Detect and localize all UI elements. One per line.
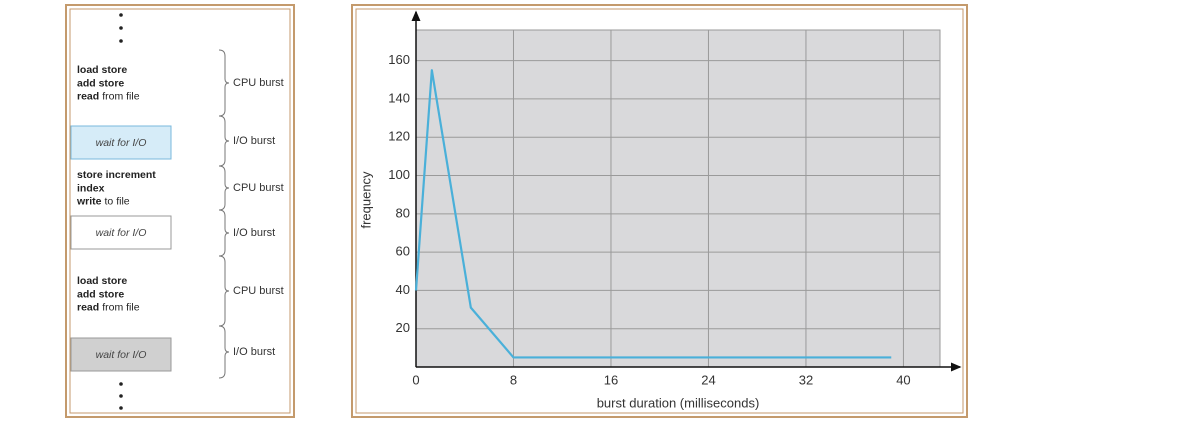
code-keyword: write	[76, 195, 102, 207]
brace	[218, 49, 230, 117]
code-text: from file	[102, 90, 140, 102]
y-tick-label: 120	[388, 129, 410, 144]
x-axis-title: burst duration (milliseconds)	[597, 395, 760, 410]
code-keyword: add store	[77, 288, 124, 300]
brace	[218, 115, 230, 167]
x-tick-label: 32	[799, 372, 813, 387]
ellipsis-top	[119, 13, 123, 43]
burst-label: CPU burst	[233, 77, 284, 89]
code-keyword: read	[77, 90, 99, 102]
x-tick-label: 24	[701, 372, 715, 387]
wait-label: wait for I/O	[96, 227, 147, 239]
x-tick-label: 40	[896, 372, 910, 387]
code-line: write to file	[76, 195, 130, 207]
wait-box	[70, 125, 172, 160]
burst-label: I/O burst	[233, 135, 275, 147]
burst-label: I/O burst	[233, 346, 275, 358]
wait-label: wait for I/O	[96, 349, 147, 361]
plot-area	[415, 29, 941, 368]
wait-box	[70, 337, 172, 372]
code-line: load store	[77, 275, 127, 287]
y-tick-label: 160	[388, 52, 410, 67]
left-frame-inner	[69, 8, 291, 414]
wait-box	[70, 215, 172, 250]
brace	[218, 209, 230, 257]
burst-histogram: 20 40 60 80 100 120 140 160 0 8 16 24 32 40 burst dura…	[358, 10, 962, 410]
brace	[218, 255, 230, 327]
code-keyword: index	[77, 182, 105, 194]
brace	[218, 325, 230, 379]
code-keyword: load store	[77, 64, 127, 76]
code-keyword: load store	[77, 275, 127, 287]
right-frame-inner	[355, 8, 964, 414]
brace	[218, 165, 230, 211]
x-tick-label: 0	[412, 372, 419, 387]
code-line: load store	[77, 64, 127, 76]
code-line: add store	[77, 288, 124, 300]
burst-label: CPU burst	[233, 285, 284, 297]
y-tick-label: 40	[396, 282, 410, 297]
code-text: to file	[105, 195, 130, 207]
code-line: store increment	[77, 169, 156, 181]
ellipsis-bottom	[119, 382, 123, 410]
code-line: read from file	[77, 90, 140, 102]
data-line	[414, 69, 892, 359]
wait-label: wait for I/O	[96, 137, 147, 149]
x-tick-label: 16	[604, 372, 618, 387]
code-line: index	[77, 182, 105, 194]
code-keyword: store increment	[77, 169, 156, 181]
y-tick-label: 20	[396, 320, 410, 335]
y-axis-title: frequency	[358, 171, 373, 229]
burst-label: CPU burst	[233, 182, 284, 194]
code-line: read from file	[77, 301, 140, 313]
y-tick-label: 100	[388, 167, 410, 182]
code-line: add store	[77, 77, 124, 89]
x-tick-label: 8	[510, 372, 517, 387]
y-tick-label: 140	[388, 90, 410, 105]
code-keyword: read	[77, 301, 99, 313]
code-keyword: add store	[77, 77, 124, 89]
burst-label: I/O burst	[233, 227, 275, 239]
y-tick-label: 60	[396, 244, 410, 259]
y-tick-label: 80	[396, 205, 410, 220]
code-text: from file	[102, 301, 140, 313]
